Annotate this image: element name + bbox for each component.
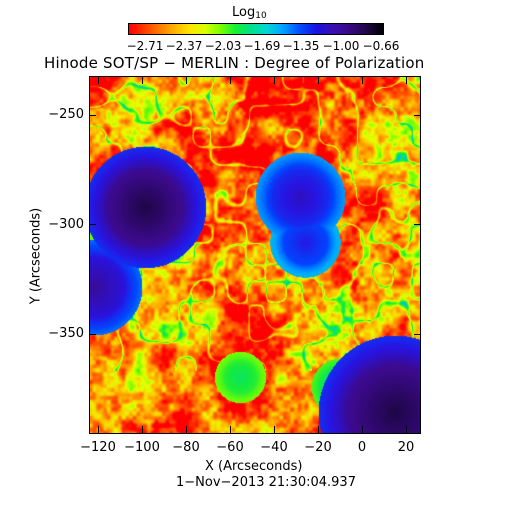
x-major-tick [186, 426, 187, 434]
x-major-tick [362, 426, 363, 434]
x-tick-label: −40 [260, 440, 288, 455]
x-major-tick [406, 426, 407, 434]
observation-timestamp: 1−Nov−2013 21:30:04.937 [176, 475, 356, 490]
x-tick-label: 20 [397, 440, 415, 455]
colorbar-label-subscript: 10 [255, 11, 267, 21]
x-major-tick-top [230, 76, 231, 84]
y-tick-label: −300 [48, 217, 84, 232]
y-major-tick-right [414, 334, 421, 335]
x-axis-label: X (Arcseconds) [205, 459, 303, 474]
colorbar-label-main: Log [232, 5, 256, 20]
x-major-tick [318, 426, 319, 434]
colorbar-tick-label: −1.69 [243, 39, 281, 53]
y-major-tick-right [414, 115, 421, 116]
x-major-tick-top [406, 76, 407, 84]
x-tick-label: −100 [124, 440, 160, 455]
colorbar-tick-label: −2.03 [204, 39, 242, 53]
y-major-tick [89, 224, 96, 225]
x-tick-label: −20 [304, 440, 332, 455]
x-major-tick [230, 426, 231, 434]
x-major-tick [274, 426, 275, 434]
x-major-tick-top [98, 76, 99, 84]
y-tick-label: −350 [48, 326, 84, 341]
x-tick-label: −80 [172, 440, 200, 455]
colorbar-tick-label: −2.37 [165, 39, 203, 53]
y-tick-label: −250 [48, 107, 84, 122]
polarization-map-image [90, 77, 420, 433]
colorbar-tick-label: −1.35 [282, 39, 320, 53]
x-tick-label: 0 [357, 440, 367, 455]
colorbar-tick-label: −1.00 [322, 39, 360, 53]
y-axis-label: Y (Arcseconds) [28, 207, 44, 305]
y-major-tick-right [414, 224, 421, 225]
x-major-tick-top [362, 76, 363, 84]
x-major-tick-top [186, 76, 187, 84]
x-major-tick [142, 426, 143, 434]
figure-title: Hinode SOT/SP − MERLIN : Degree of Polar… [44, 54, 425, 72]
x-tick-label: −60 [216, 440, 244, 455]
colorbar-tick-label: −0.66 [362, 39, 400, 53]
colorbar-tick-label: −2.71 [126, 39, 164, 53]
x-major-tick-top [142, 76, 143, 84]
y-major-tick [89, 334, 96, 335]
x-major-tick [98, 426, 99, 434]
polarization-map [89, 76, 421, 434]
colorbar-label: Log10 [232, 6, 267, 21]
x-major-tick-top [274, 76, 275, 84]
colorbar [128, 23, 384, 35]
y-major-tick [89, 115, 96, 116]
x-tick-label: −120 [80, 440, 116, 455]
x-major-tick-top [318, 76, 319, 84]
